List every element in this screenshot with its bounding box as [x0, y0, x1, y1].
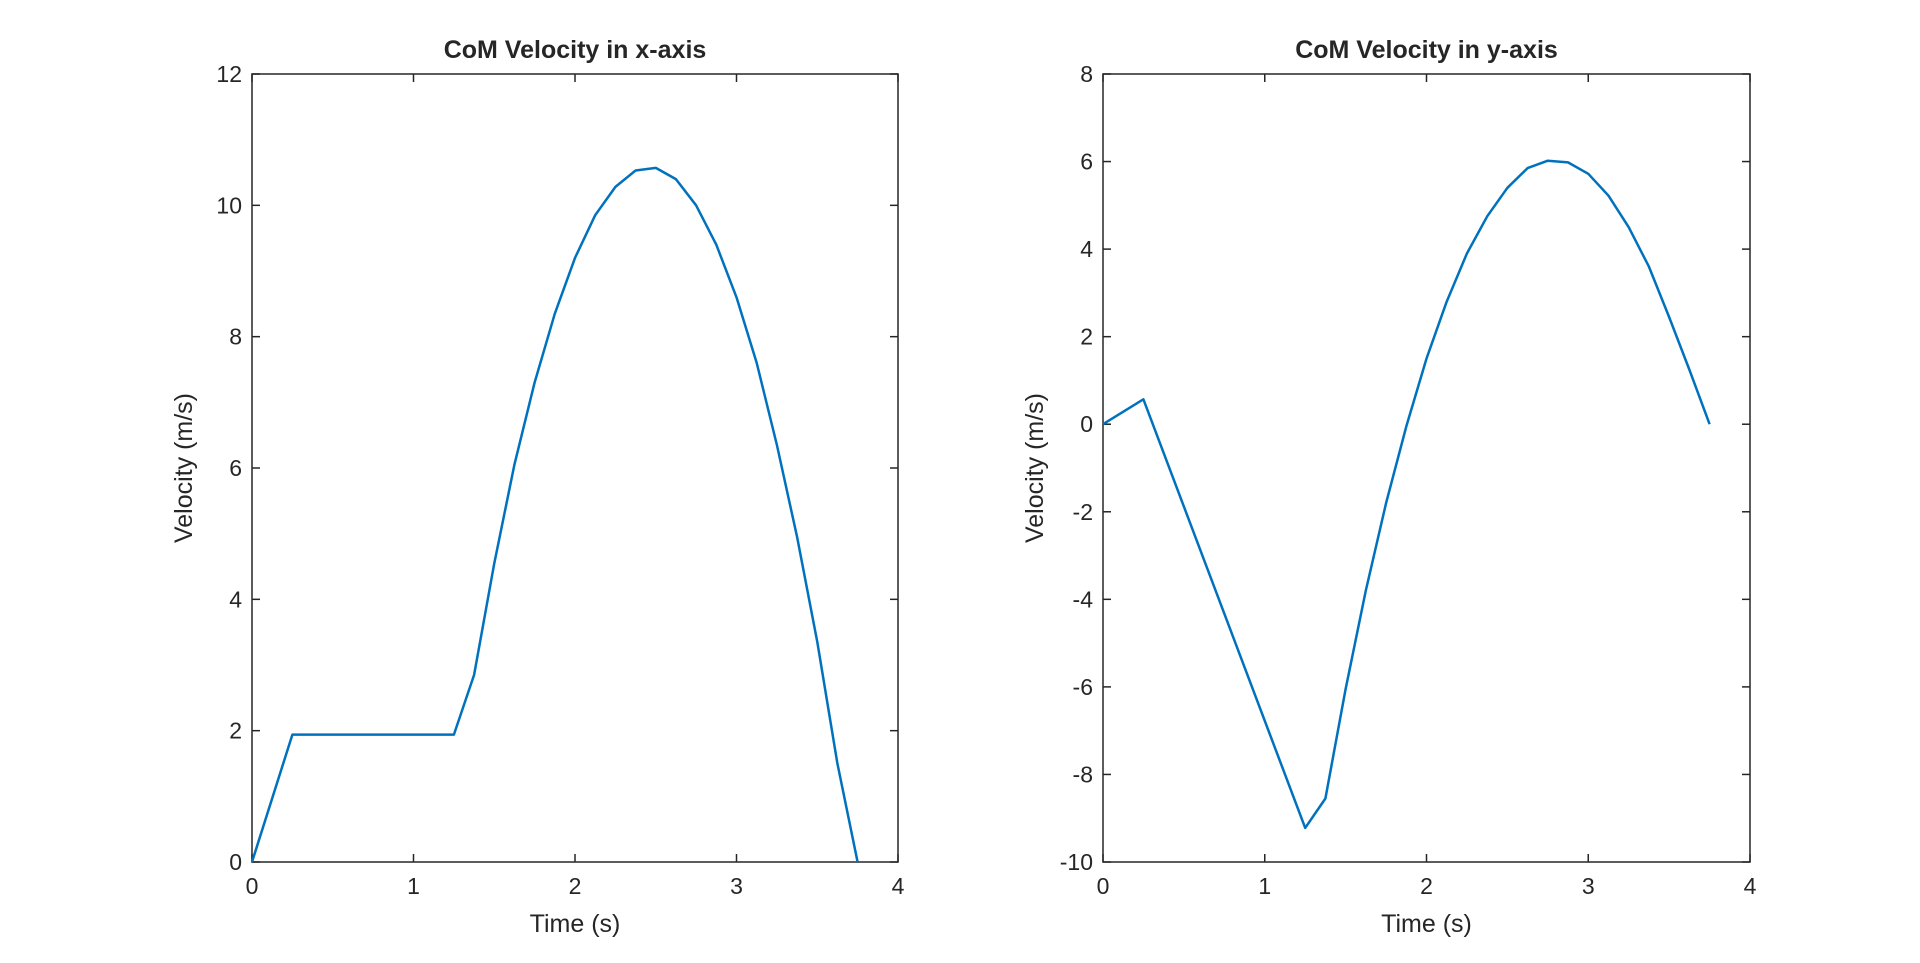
plot-y-velocity-ylabel: Velocity (m/s)	[1021, 393, 1049, 543]
plot-y-velocity-ytick-label: -10	[1060, 849, 1093, 875]
plot-x-velocity-xtick-label: 4	[892, 873, 905, 899]
plot-x-velocity-ytick-label: 0	[229, 849, 242, 875]
plot-x-velocity-xlabel: Time (s)	[530, 910, 621, 938]
plot-x-velocity-ytick-label: 6	[229, 455, 242, 481]
plot-y-velocity-xlabel: Time (s)	[1381, 910, 1472, 938]
plot-y-velocity-series-line	[1102, 159, 1711, 830]
plot-x-velocity-series-line	[250, 166, 859, 863]
plot-y-velocity-ytick-label: 8	[1080, 61, 1093, 87]
plot-y-velocity-xtick-label: 4	[1744, 873, 1757, 899]
plot-y-velocity-ticks: 0 1 2 3 4 -10 -8 -6 -4 -2 0 2 4 6 8	[1060, 61, 1757, 899]
plot-y-velocity-ytick-label: -8	[1073, 761, 1093, 787]
plot-x-velocity-ytick-label: 8	[229, 324, 242, 350]
plot-x-velocity-xtick-label: 3	[730, 873, 743, 899]
plot-y-velocity-xtick-label: 3	[1582, 873, 1595, 899]
plot-y-velocity-ytick-label: 2	[1080, 324, 1093, 350]
plot-x-velocity-xtick-label: 2	[569, 873, 582, 899]
plot-y-velocity-ytick-label: -4	[1073, 586, 1094, 612]
plot-x-velocity-xtick-label: 0	[246, 873, 259, 899]
plot-y-velocity-ytick-label: -2	[1073, 499, 1093, 525]
plot-x-velocity-ylabel: Velocity (m/s)	[170, 393, 198, 543]
plot-y-velocity: 0 1 2 3 4 -10 -8 -6 -4 -2 0 2 4 6 8 CoM Velocity in y-…	[1021, 36, 1757, 938]
plot-x-velocity-ytick-label: 12	[216, 61, 242, 87]
plot-y-velocity-xtick-label: 0	[1097, 873, 1110, 899]
plot-y-velocity-ytick-label: -6	[1073, 674, 1093, 700]
plot-y-velocity-ytick-label: 4	[1080, 236, 1093, 262]
plot-x-velocity-title: CoM Velocity in x-axis	[444, 36, 707, 64]
plot-y-velocity-xtick-label: 2	[1420, 873, 1433, 899]
plot-y-velocity-ytick-label: 0	[1080, 411, 1093, 437]
plot-y-velocity-title: CoM Velocity in y-axis	[1295, 36, 1558, 64]
plot-x-velocity-ytick-label: 2	[229, 718, 242, 744]
plot-x-velocity-xtick-label: 1	[407, 873, 420, 899]
plot-x-velocity-ytick-label: 4	[229, 586, 242, 612]
plot-y-velocity-xtick-label: 1	[1258, 873, 1271, 899]
plot-y-velocity-ytick-label: 6	[1080, 149, 1093, 175]
plot-x-velocity-ytick-label: 10	[216, 192, 242, 218]
